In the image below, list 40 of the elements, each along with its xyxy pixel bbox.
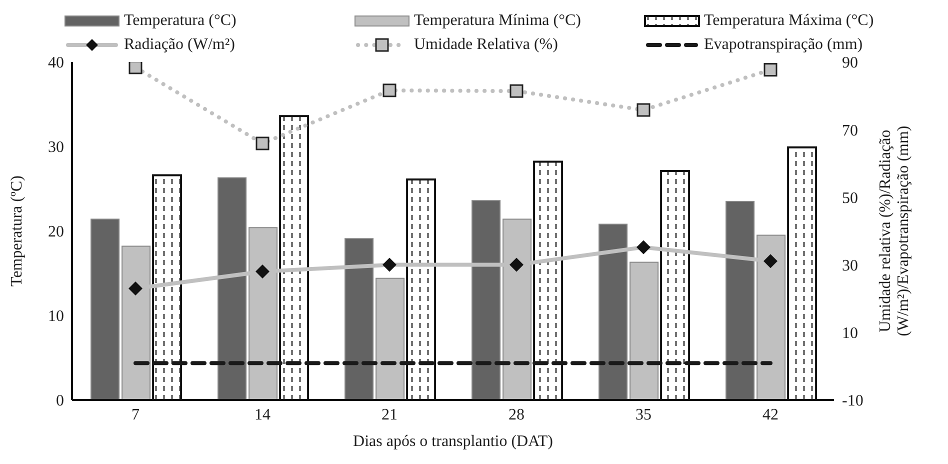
bar <box>218 177 247 400</box>
y-axis-title: Temperatura (ºC) <box>8 176 26 286</box>
x-axis-title: Dias após o transplantio (DAT) <box>353 433 553 450</box>
bar <box>376 278 405 400</box>
legend-label: Temperatura Máxima (°C) <box>704 12 874 30</box>
y2-axis-title: Umidade relativa (%)/Radiação (W/m²)/Evapotranspiração (mm) <box>877 126 912 336</box>
y2-tick-label: 90 <box>842 54 858 72</box>
bar <box>598 224 628 400</box>
point <box>382 84 396 98</box>
point <box>510 84 524 98</box>
legend-label: Umidade Relativa (%) <box>414 36 558 54</box>
y-tick-label: 0 <box>56 392 64 410</box>
x-tick-label: 21 <box>382 406 398 424</box>
y-tick-label: 40 <box>48 54 64 72</box>
y-tick-label: 10 <box>48 308 64 326</box>
legend-label: Temperatura Mínima (°C) <box>414 12 581 30</box>
bar <box>630 262 659 400</box>
legend-label: Radiação (W/m²) <box>124 36 235 54</box>
legend-label: Evapotranspiração (mm) <box>704 36 863 54</box>
x-tick-label: 42 <box>762 406 778 424</box>
x-tick-label: 28 <box>508 406 524 424</box>
legend-label: Temperatura (°C) <box>124 12 236 30</box>
y2-tick-label: -10 <box>842 392 864 410</box>
y2-tick-label: 30 <box>842 257 858 274</box>
bar <box>344 238 374 400</box>
y2-tick-label: 10 <box>842 325 858 342</box>
y2-tick-label: 70 <box>842 122 858 140</box>
x-tick-label: 7 <box>132 406 140 424</box>
point <box>256 136 270 150</box>
point <box>764 63 778 77</box>
bar <box>726 200 755 400</box>
y-tick-label: 20 <box>48 224 64 241</box>
bar <box>90 218 120 400</box>
y-tick-label: 30 <box>48 139 64 156</box>
point <box>636 103 650 117</box>
bar <box>472 200 501 400</box>
x-tick-label: 14 <box>254 406 270 424</box>
y2-tick-label: 50 <box>842 190 858 207</box>
x-tick-label: 35 <box>636 406 652 424</box>
point <box>128 62 142 74</box>
